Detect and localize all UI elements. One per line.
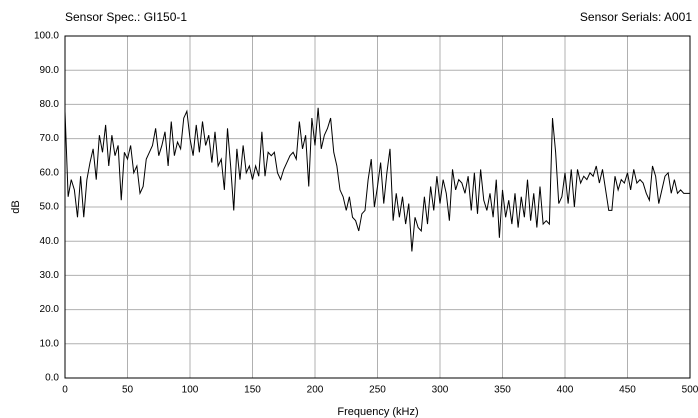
y-tick-label: 90.0	[40, 65, 60, 76]
y-tick-label: 40.0	[40, 236, 60, 247]
plot-border	[64, 35, 691, 379]
y-axis-label: dB	[10, 200, 22, 213]
chart-subtitle: Sensor Serials: A001	[580, 10, 692, 24]
x-tick-label: 450	[619, 385, 636, 396]
y-tick-label: 60.0	[40, 167, 60, 178]
data-line	[64, 107, 690, 252]
x-tick-label: 400	[557, 385, 574, 396]
y-tick-label: 10.0	[40, 338, 60, 349]
y-tick-label: 70.0	[40, 133, 60, 144]
y-tick-label: 30.0	[40, 270, 60, 281]
x-tick-label: 0	[62, 385, 68, 396]
y-tick-label: 0.0	[45, 373, 59, 384]
x-tick-label: 200	[307, 385, 324, 396]
y-tick-label: 80.0	[40, 99, 60, 110]
x-tick-label: 500	[682, 385, 698, 396]
x-axis-label: Frequency (kHz)	[337, 406, 418, 418]
y-tick-label: 100.0	[34, 31, 59, 42]
x-tick-label: 100	[182, 385, 199, 396]
x-tick-label: 350	[494, 385, 511, 396]
x-tick-label: 50	[122, 385, 134, 396]
x-tick-label: 250	[369, 385, 386, 396]
chart-title: Sensor Spec.: GI150-1	[65, 10, 187, 24]
y-tick-label: 20.0	[40, 304, 60, 315]
y-tick-label: 50.0	[40, 202, 60, 213]
x-tick-label: 150	[244, 385, 261, 396]
x-tick-label: 300	[432, 385, 449, 396]
